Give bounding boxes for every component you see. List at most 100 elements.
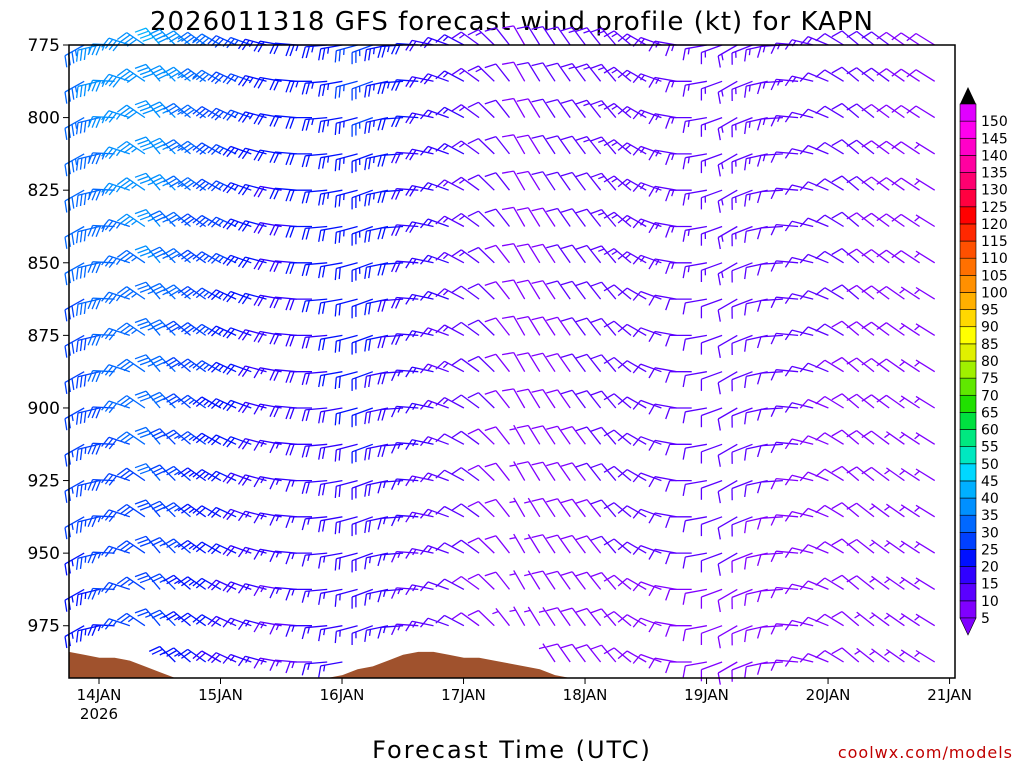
wind-barb (364, 44, 389, 62)
wind-barb (467, 609, 495, 627)
colorbar-segment (959, 120, 977, 139)
wind-barb (87, 624, 115, 637)
wind-barb (334, 371, 358, 390)
wind-barb (799, 507, 829, 518)
wind-barb (665, 516, 692, 529)
wind-barb (531, 62, 556, 82)
wind-barb (501, 243, 526, 264)
wind-barb (603, 284, 632, 300)
wind-barb (467, 319, 495, 336)
wind-barb (884, 539, 905, 554)
colorbar-segment (959, 343, 977, 362)
colorbar-tick-label: 90 (981, 320, 999, 336)
wind-barb (87, 587, 115, 600)
wind-barb (560, 571, 586, 590)
wind-barb (531, 570, 556, 590)
colorbar-segment (959, 532, 977, 550)
wind-barb (914, 178, 936, 191)
wind-barb (420, 254, 449, 265)
wind-barb (914, 323, 936, 336)
wind-barb (546, 570, 571, 590)
x-tick-label: 21JAN (927, 686, 972, 704)
wind-barb (405, 76, 434, 88)
colorbar-tick-label: 105 (981, 268, 1008, 284)
colorbar-segment (959, 240, 977, 259)
wind-barb (861, 212, 890, 228)
wind-barb (101, 255, 131, 269)
x-tick-label: 17JAN (441, 686, 486, 704)
wind-barb (87, 224, 115, 237)
wind-barb (509, 533, 526, 554)
wind-barb (617, 577, 647, 590)
wind-barb (575, 498, 602, 518)
wind-barb (207, 216, 237, 228)
wind-barb (899, 395, 920, 409)
wind-barb (546, 244, 571, 264)
wind-barb (590, 63, 617, 82)
wind-barb (861, 285, 890, 300)
wind-barb (192, 106, 222, 119)
wind-barb (334, 552, 358, 571)
colorbar-segment (959, 257, 977, 276)
wind-barb (192, 505, 222, 518)
wind-barb (648, 584, 677, 597)
wind-barb (560, 353, 586, 373)
wind-barb (435, 578, 465, 590)
wind-barb (451, 467, 480, 482)
wind-barb (101, 110, 131, 123)
wind-barb (318, 298, 343, 315)
wind-barb (575, 607, 602, 627)
wind-barb (799, 144, 829, 155)
wind-barb (799, 398, 829, 409)
wind-barb (546, 352, 571, 373)
wind-barb (717, 153, 738, 177)
wind-barb (285, 479, 312, 492)
colorbar-segment (959, 137, 977, 156)
wind-barb (617, 287, 647, 300)
colorbar-tick-label: 5 (981, 611, 990, 627)
wind-barb (116, 395, 146, 409)
wind-barb (603, 429, 632, 445)
colorbar-segment (959, 394, 977, 413)
wind-barb (603, 393, 632, 409)
wind-barb (590, 644, 617, 663)
wind-barb (420, 145, 449, 156)
wind-barb (87, 551, 115, 564)
wind-barb (700, 516, 723, 537)
colorbar-segment (959, 463, 977, 482)
wind-barb (846, 575, 875, 590)
wind-barb (351, 588, 374, 609)
colorbar-segment (959, 189, 977, 208)
wind-barb (861, 31, 890, 46)
wind-barb (799, 290, 829, 300)
wind-barb (815, 504, 844, 518)
colorbar-tick-label: 25 (981, 543, 999, 559)
wind-barb (451, 212, 480, 228)
wind-barb (467, 65, 495, 82)
wind-barb (632, 327, 662, 338)
wind-barb (590, 100, 617, 119)
wind-barb (846, 212, 875, 228)
wind-barb (192, 432, 222, 445)
wind-barb (501, 134, 526, 155)
wind-barb (207, 325, 237, 337)
wind-barb (546, 498, 571, 518)
wind-barb (546, 607, 571, 627)
wind-barb (575, 571, 602, 590)
wind-barb (484, 208, 511, 227)
wind-barb (831, 538, 860, 554)
wind-barb (770, 151, 799, 163)
wind-barb (617, 360, 647, 373)
wind-barb (799, 435, 829, 445)
wind-barb (451, 503, 480, 518)
wind-barb (134, 208, 161, 227)
wind-barb (799, 616, 829, 627)
wind-barb (717, 625, 738, 649)
wind-barb (575, 390, 602, 409)
wind-barb (207, 289, 237, 301)
wind-barb (148, 428, 176, 445)
wind-barb (770, 78, 799, 91)
wind-barb (451, 575, 480, 590)
wind-barb (334, 479, 358, 498)
wind-barb (301, 298, 328, 313)
